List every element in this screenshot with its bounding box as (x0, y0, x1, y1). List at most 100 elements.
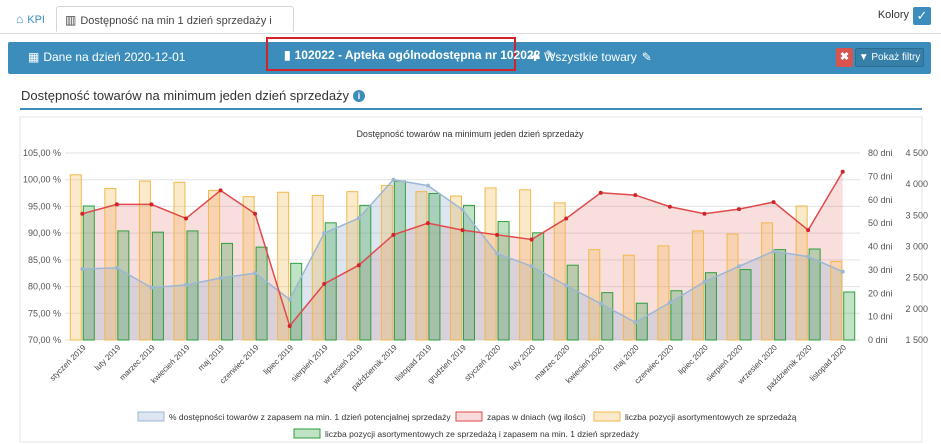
bar-sales-positions (173, 181, 186, 341)
clear-filters-button[interactable]: ✖ (836, 48, 853, 67)
days-point (840, 169, 845, 174)
chart-frame (19, 116, 923, 443)
availability-point (287, 297, 292, 302)
bar-sales-positions (588, 249, 601, 341)
bar-sales-positions (415, 191, 428, 341)
legend-swatch (593, 411, 621, 422)
availability-point (806, 254, 811, 259)
bar-stock-positions (670, 290, 683, 341)
days-point (633, 193, 638, 198)
colors-label: Kolory (877, 9, 909, 21)
bar-stock-positions (532, 232, 545, 341)
y-days-tick-label: 0 dni (868, 335, 888, 345)
y-days-tick-label: 10 dni (868, 312, 893, 322)
bar-sales-positions (380, 184, 393, 341)
bar-sales-positions (795, 205, 808, 341)
availability-point (218, 276, 223, 281)
y-left-tick-label: 100,00 % (23, 175, 61, 185)
bar-stock-positions (221, 242, 234, 341)
edit-icon[interactable]: ✎ (545, 48, 556, 62)
colors-checkbox[interactable]: ✓ (913, 7, 931, 25)
availability-point (80, 266, 85, 271)
y-right-tick-label: 2 000 (905, 304, 928, 314)
building-icon: ▮ (284, 48, 291, 62)
days-point (702, 211, 707, 216)
legend-label: % dostępności towarów z zapasem na min. … (169, 412, 451, 422)
bar-stock-positions (704, 272, 717, 341)
availability-point (564, 283, 569, 288)
y-left-tick-label: 95,00 % (28, 201, 61, 211)
legend-swatch (293, 428, 321, 439)
bar-sales-positions (242, 196, 255, 341)
availability-point (529, 264, 534, 269)
bar-stock-positions (393, 180, 406, 341)
days-point (495, 232, 500, 237)
bar-stock-positions (566, 264, 579, 341)
days-point (806, 228, 811, 233)
days-point (529, 237, 534, 242)
availability-point (495, 251, 500, 256)
bar-stock-positions (808, 248, 821, 341)
bar-sales-positions (69, 174, 82, 341)
bar-stock-positions (290, 262, 303, 341)
bar-stock-positions (843, 291, 856, 341)
tab-kpi[interactable]: ⌂ KPI (16, 12, 45, 26)
availability-point (598, 301, 603, 306)
filter-bar: ▦ Dane na dzień 2020-12-01 ▮ 102022 - Apte… (8, 37, 931, 74)
show-filters-button[interactable]: ▼ Pokaż filtry (855, 48, 924, 67)
x-tick-label: luty 2019 (93, 343, 123, 373)
bar-stock-positions (601, 292, 614, 341)
info-icon[interactable]: i (353, 90, 366, 102)
x-tick-label: lipiec 2019 (262, 343, 296, 377)
bar-sales-positions (726, 233, 739, 341)
y-left-tick-label: 90,00 % (28, 228, 61, 238)
bar-sales-positions (830, 260, 843, 341)
availability-point (667, 300, 672, 305)
availability-point (840, 269, 845, 274)
bar-sales-positions (622, 254, 635, 341)
bar-stock-positions (255, 246, 268, 341)
legend-swatch (137, 411, 165, 422)
x-tick-label: lipiec 2020 (676, 343, 710, 377)
bar-sales-positions (104, 188, 117, 341)
y-days-tick-label: 30 dni (868, 265, 893, 275)
availability-point (253, 271, 258, 276)
bar-sales-positions (553, 202, 566, 341)
bar-stock-positions (497, 221, 510, 341)
bar-stock-positions (117, 230, 130, 341)
home-icon: ⌂ (16, 12, 24, 26)
y-days-tick-label: 40 dni (868, 242, 893, 252)
bar-stock-positions (82, 205, 95, 341)
days-point (80, 211, 85, 216)
availability-point (391, 177, 396, 182)
y-days-tick-label: 50 dni (868, 218, 893, 228)
y-right-tick-label: 4 000 (905, 179, 928, 189)
bar-stock-positions (739, 269, 752, 341)
days-point (253, 211, 258, 216)
panel-title: Dostępność towarów na minimum jeden dzie… (21, 88, 366, 103)
availability-point (737, 264, 742, 269)
x-tick-label: styczeń 2020 (463, 343, 503, 383)
availability-point (702, 279, 707, 284)
y-days-tick-label: 80 dni (868, 148, 893, 158)
days-point (218, 188, 223, 193)
days-point (287, 323, 292, 328)
days-point (460, 228, 465, 233)
edit-icon[interactable]: ✎ (641, 50, 652, 64)
goods-filter[interactable]: ✚ Wszystkie towary ✎ (530, 50, 652, 64)
bar-sales-positions (450, 195, 462, 341)
pharmacy-filter[interactable]: ▮ 102022 - Apteka ogólnodostępna nr 10202… (284, 48, 556, 62)
bar-sales-positions (138, 180, 151, 341)
filter-icon: ▼ (858, 52, 872, 63)
days-point (391, 232, 396, 237)
y-right-tick-label: 1 500 (905, 335, 928, 345)
y-right-tick-label: 4 500 (905, 148, 928, 158)
availability-point (771, 249, 776, 254)
calendar-icon: ▦ (28, 50, 40, 64)
y-days-tick-label: 60 dni (868, 195, 893, 205)
date-filter[interactable]: ▦ Dane na dzień 2020-12-01 (28, 50, 186, 64)
legend-label: liczba pozycji asortymentowych ze sprzed… (325, 429, 639, 439)
bar-stock-positions (463, 204, 475, 341)
availability-area (82, 179, 843, 340)
